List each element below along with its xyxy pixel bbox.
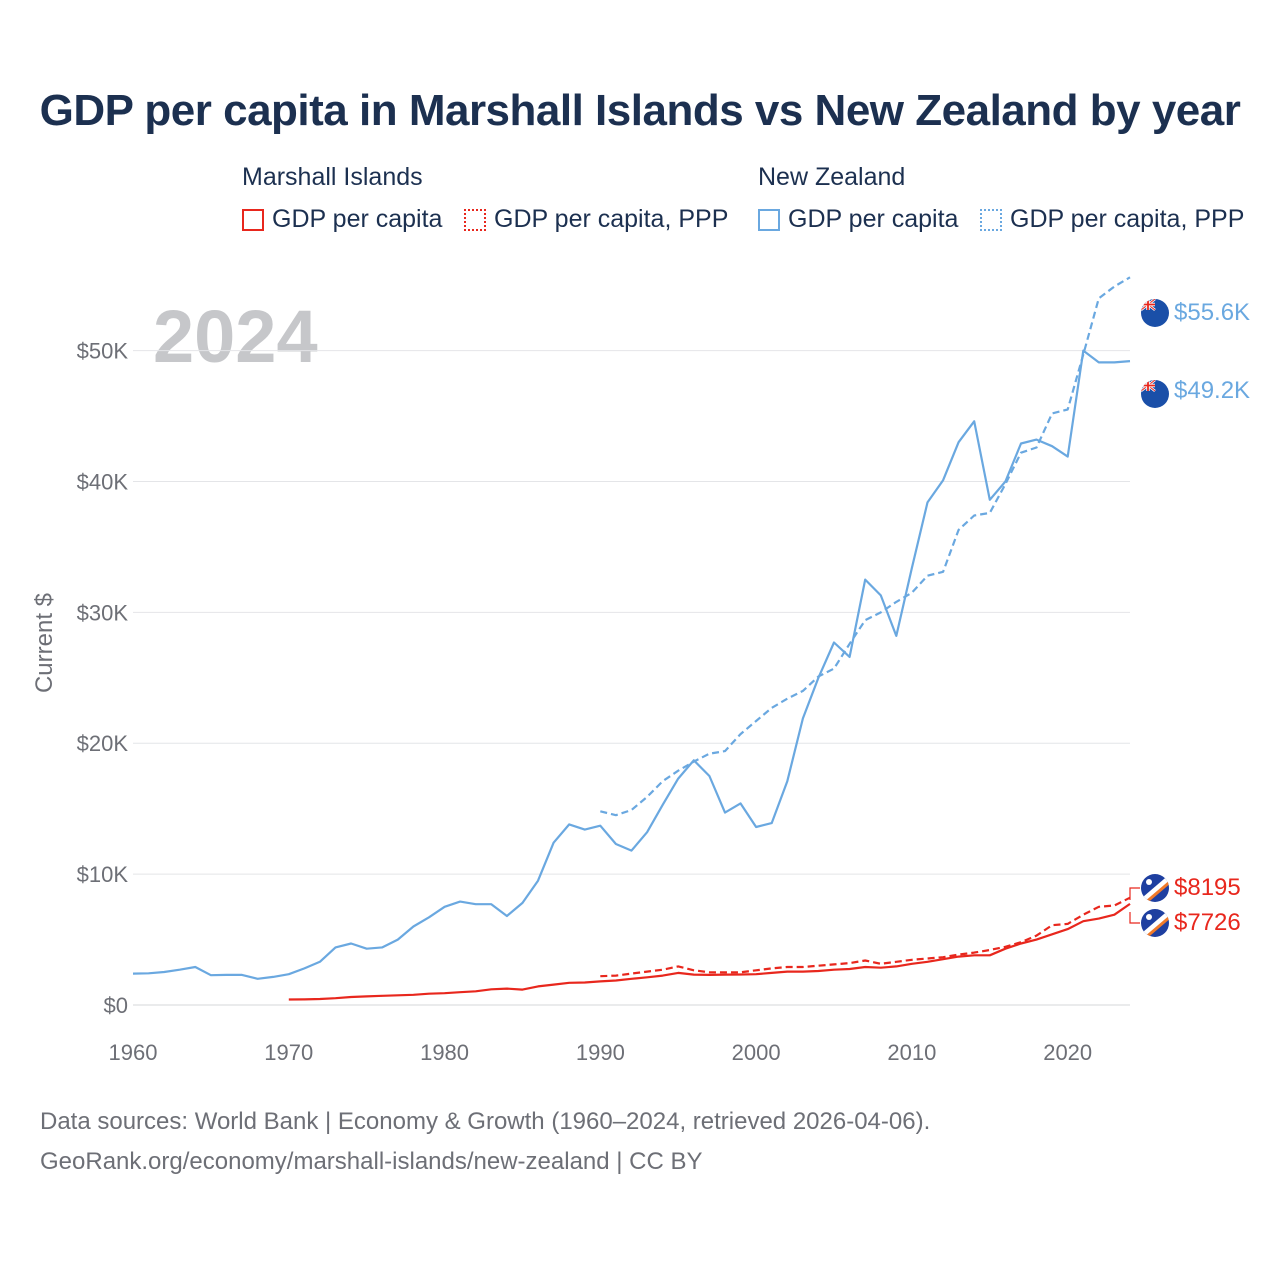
footer-link[interactable]: GeoRank.org/economy/marshall-islands/new…	[40, 1148, 703, 1175]
y-tick-label: $50K	[77, 339, 129, 364]
legend-swatch-dotted-red	[464, 208, 486, 231]
legend-item-label: GDP per capita	[788, 205, 959, 233]
y-axis-label: Current $	[31, 593, 58, 693]
mh-gdp-label-connector	[1129, 912, 1140, 924]
legend-swatch-dotted-blue	[980, 208, 1002, 231]
x-tick-label: 2020	[1043, 1040, 1092, 1065]
x-tick-label: 1960	[109, 1040, 158, 1065]
legend-group-new-zealand: New Zealand	[758, 163, 906, 191]
line-chart: 2024 $0 $10K $20K $30K $40K $50K 1960 1970 1980…	[31, 276, 1250, 1065]
legend-item-label: GDP per capita, PPP	[1010, 205, 1245, 233]
new-zealand-flag-icon	[1141, 299, 1169, 327]
legend-item-mh-ppp[interactable]: GDP per capita, PPP	[464, 205, 728, 234]
series-line-3	[600, 896, 1131, 978]
legend-item-label: GDP per capita	[272, 205, 443, 233]
y-tick-label: $40K	[77, 469, 129, 494]
x-tick-label: 1990	[576, 1040, 625, 1065]
series-lines	[132, 276, 1131, 1001]
series-line-2	[288, 902, 1131, 1001]
chart-title: GDP per capita in Marshall Islands vs Ne…	[39, 86, 1241, 135]
year-watermark: 2024	[153, 295, 318, 378]
y-tick-label: $0	[104, 993, 128, 1018]
end-label-mh-gdp: $7726	[1174, 909, 1241, 936]
marshall-islands-flag-icon	[1141, 874, 1169, 902]
x-tick-label: 2000	[732, 1040, 781, 1065]
y-tick-label: $20K	[77, 731, 129, 756]
legend-item-label: GDP per capita, PPP	[494, 205, 729, 233]
x-tick-label: 1970	[264, 1040, 313, 1065]
footer-sources: Data sources: World Bank | Economy & Gro…	[40, 1108, 931, 1135]
legend-item-nz-gdp[interactable]: GDP per capita	[758, 205, 958, 234]
legend-group-marshall-islands: Marshall Islands	[242, 163, 423, 191]
y-tick-label: $10K	[77, 862, 129, 887]
x-tick-label: 1980	[420, 1040, 469, 1065]
y-tick-label: $30K	[77, 600, 129, 625]
y-axis-ticks: $0 $10K $20K $30K $40K $50K	[77, 339, 129, 1018]
legend-item-nz-ppp[interactable]: GDP per capita, PPP	[980, 205, 1244, 234]
x-axis-ticks: 1960 1970 1980 1990 2000 2010 2020	[109, 1040, 1093, 1065]
marshall-islands-flag-icon	[1141, 909, 1169, 937]
legend-swatch-solid-blue	[758, 208, 780, 231]
series-line-0	[132, 349, 1131, 980]
legend-swatch-solid-red	[242, 208, 264, 231]
new-zealand-flag-icon	[1141, 380, 1169, 408]
end-label-mh-ppp: $8195	[1174, 874, 1241, 901]
grid-lines	[133, 350, 1130, 1006]
end-label-nz-ppp: $55.6K	[1174, 299, 1250, 326]
mh-ppp-label-connector	[1129, 887, 1140, 900]
x-tick-label: 2010	[887, 1040, 936, 1065]
series-line-1	[600, 276, 1131, 817]
legend-item-mh-gdp[interactable]: GDP per capita	[242, 205, 442, 234]
end-label-nz-gdp: $49.2K	[1174, 377, 1250, 404]
